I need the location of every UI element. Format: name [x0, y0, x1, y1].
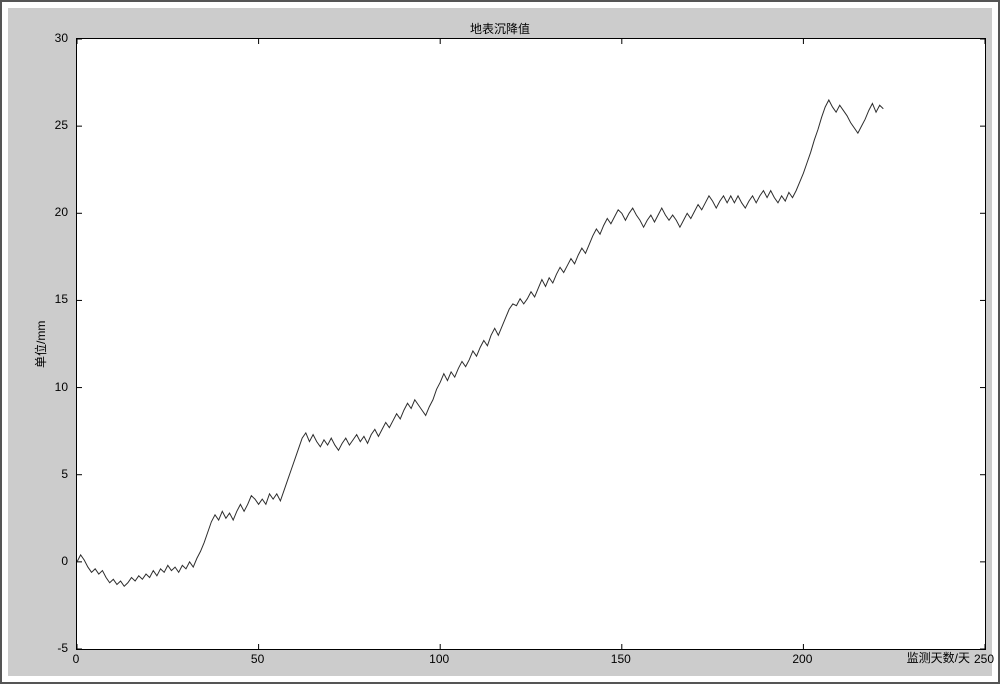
y-tick-label: 30 [48, 31, 68, 45]
x-axis-label: 监测天数/天 [907, 649, 970, 666]
x-tick-label: 50 [251, 652, 264, 666]
y-axis-label: 单位/mm [32, 321, 49, 368]
x-tick-label: 150 [611, 652, 631, 666]
plot-area [76, 38, 986, 650]
y-tick-label: 10 [48, 380, 68, 394]
x-tick-label: 250 [974, 652, 994, 666]
y-tick-label: 5 [48, 467, 68, 481]
y-tick-label: 0 [48, 554, 68, 568]
x-tick-label: 100 [429, 652, 449, 666]
y-tick-label: 20 [48, 205, 68, 219]
plot-svg [77, 39, 985, 649]
y-tick-label: -5 [48, 641, 68, 655]
series-settlement [77, 100, 883, 586]
outer-frame: 地表沉降值 单位/mm 监测天数/天 0 50 100 150 200 250 -5 0 5 10… [0, 0, 1000, 684]
x-tick-label: 0 [73, 652, 80, 666]
y-tick-label: 25 [48, 118, 68, 132]
y-tick-label: 15 [48, 292, 68, 306]
figure-background: 地表沉降值 单位/mm 监测天数/天 0 50 100 150 200 250 -5 0 5 10… [8, 8, 992, 676]
chart-title: 地表沉降值 [8, 20, 992, 37]
x-tick-label: 200 [792, 652, 812, 666]
